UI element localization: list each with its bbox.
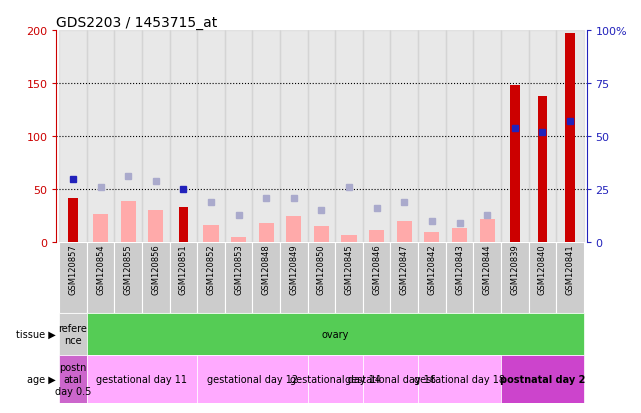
Text: GSM120843: GSM120843	[455, 244, 464, 295]
Text: GSM120844: GSM120844	[483, 244, 492, 294]
Text: GSM120853: GSM120853	[234, 244, 243, 295]
FancyBboxPatch shape	[197, 243, 225, 313]
FancyBboxPatch shape	[59, 243, 87, 313]
Text: GSM120842: GSM120842	[428, 244, 437, 294]
Bar	[397, 221, 412, 243]
Text: GSM120841: GSM120841	[565, 244, 574, 294]
Bar	[148, 211, 163, 243]
Text: GSM120849: GSM120849	[289, 244, 298, 294]
Text: GSM120850: GSM120850	[317, 244, 326, 294]
FancyBboxPatch shape	[170, 243, 197, 313]
Text: GSM120851: GSM120851	[179, 244, 188, 294]
FancyBboxPatch shape	[59, 356, 87, 403]
Bar	[390, 31, 418, 243]
Text: tissue ▶: tissue ▶	[16, 330, 56, 339]
Text: GSM120852: GSM120852	[206, 244, 215, 294]
Bar	[479, 219, 495, 243]
Bar	[342, 235, 356, 243]
Text: age ▶: age ▶	[27, 374, 56, 384]
Bar	[538, 97, 547, 243]
Text: gestational day 16: gestational day 16	[345, 374, 436, 384]
Text: GSM120846: GSM120846	[372, 244, 381, 295]
FancyBboxPatch shape	[197, 356, 308, 403]
Bar	[556, 31, 584, 243]
FancyBboxPatch shape	[556, 243, 584, 313]
Text: GSM120854: GSM120854	[96, 244, 105, 294]
Bar	[565, 34, 575, 243]
Bar	[59, 31, 87, 243]
Bar	[280, 31, 308, 243]
FancyBboxPatch shape	[473, 243, 501, 313]
Bar	[473, 31, 501, 243]
Bar	[121, 202, 136, 243]
FancyBboxPatch shape	[418, 243, 445, 313]
Bar	[253, 31, 280, 243]
FancyBboxPatch shape	[87, 313, 584, 356]
Bar	[335, 31, 363, 243]
Bar	[501, 31, 529, 243]
FancyBboxPatch shape	[308, 356, 363, 403]
FancyBboxPatch shape	[529, 243, 556, 313]
Bar	[142, 31, 170, 243]
Bar	[114, 31, 142, 243]
FancyBboxPatch shape	[87, 243, 114, 313]
Bar	[203, 226, 219, 243]
FancyBboxPatch shape	[114, 243, 142, 313]
FancyBboxPatch shape	[501, 243, 529, 313]
Text: postn
atal
day 0.5: postn atal day 0.5	[54, 363, 91, 396]
Text: ovary: ovary	[322, 330, 349, 339]
FancyBboxPatch shape	[225, 243, 253, 313]
Text: GSM120845: GSM120845	[345, 244, 354, 294]
Bar	[445, 31, 473, 243]
FancyBboxPatch shape	[390, 243, 418, 313]
Text: GDS2203 / 1453715_at: GDS2203 / 1453715_at	[56, 16, 218, 30]
Bar	[529, 31, 556, 243]
Text: GSM120839: GSM120839	[510, 244, 519, 295]
FancyBboxPatch shape	[363, 243, 390, 313]
FancyBboxPatch shape	[280, 243, 308, 313]
Bar	[259, 224, 274, 243]
Text: GSM120855: GSM120855	[124, 244, 133, 294]
Bar	[452, 229, 467, 243]
Text: GSM120840: GSM120840	[538, 244, 547, 294]
FancyBboxPatch shape	[142, 243, 170, 313]
Bar	[179, 208, 188, 243]
FancyBboxPatch shape	[253, 243, 280, 313]
Text: GSM120856: GSM120856	[151, 244, 160, 295]
Bar	[308, 31, 335, 243]
Bar	[369, 230, 384, 243]
Bar	[314, 227, 329, 243]
Bar	[68, 198, 78, 243]
FancyBboxPatch shape	[335, 243, 363, 313]
FancyBboxPatch shape	[418, 356, 501, 403]
Bar	[287, 216, 301, 243]
Bar	[170, 31, 197, 243]
FancyBboxPatch shape	[501, 356, 584, 403]
Bar	[231, 237, 246, 243]
FancyBboxPatch shape	[363, 356, 418, 403]
Text: refere
nce: refere nce	[58, 324, 87, 345]
Text: GSM120857: GSM120857	[69, 244, 78, 295]
Text: gestational day 11: gestational day 11	[97, 374, 188, 384]
Bar	[225, 31, 253, 243]
FancyBboxPatch shape	[59, 313, 87, 356]
FancyBboxPatch shape	[308, 243, 335, 313]
Text: gestational day 14: gestational day 14	[290, 374, 381, 384]
Text: GSM120847: GSM120847	[400, 244, 409, 295]
Text: gestational day 12: gestational day 12	[207, 374, 298, 384]
FancyBboxPatch shape	[87, 356, 197, 403]
Text: GSM120848: GSM120848	[262, 244, 271, 295]
Bar	[87, 31, 114, 243]
Bar	[197, 31, 225, 243]
Bar	[93, 214, 108, 243]
FancyBboxPatch shape	[445, 243, 473, 313]
Bar	[363, 31, 390, 243]
Text: gestational day 18: gestational day 18	[414, 374, 505, 384]
Bar	[424, 232, 440, 243]
Bar	[418, 31, 445, 243]
Text: postnatal day 2: postnatal day 2	[499, 374, 585, 384]
Bar	[510, 86, 520, 243]
